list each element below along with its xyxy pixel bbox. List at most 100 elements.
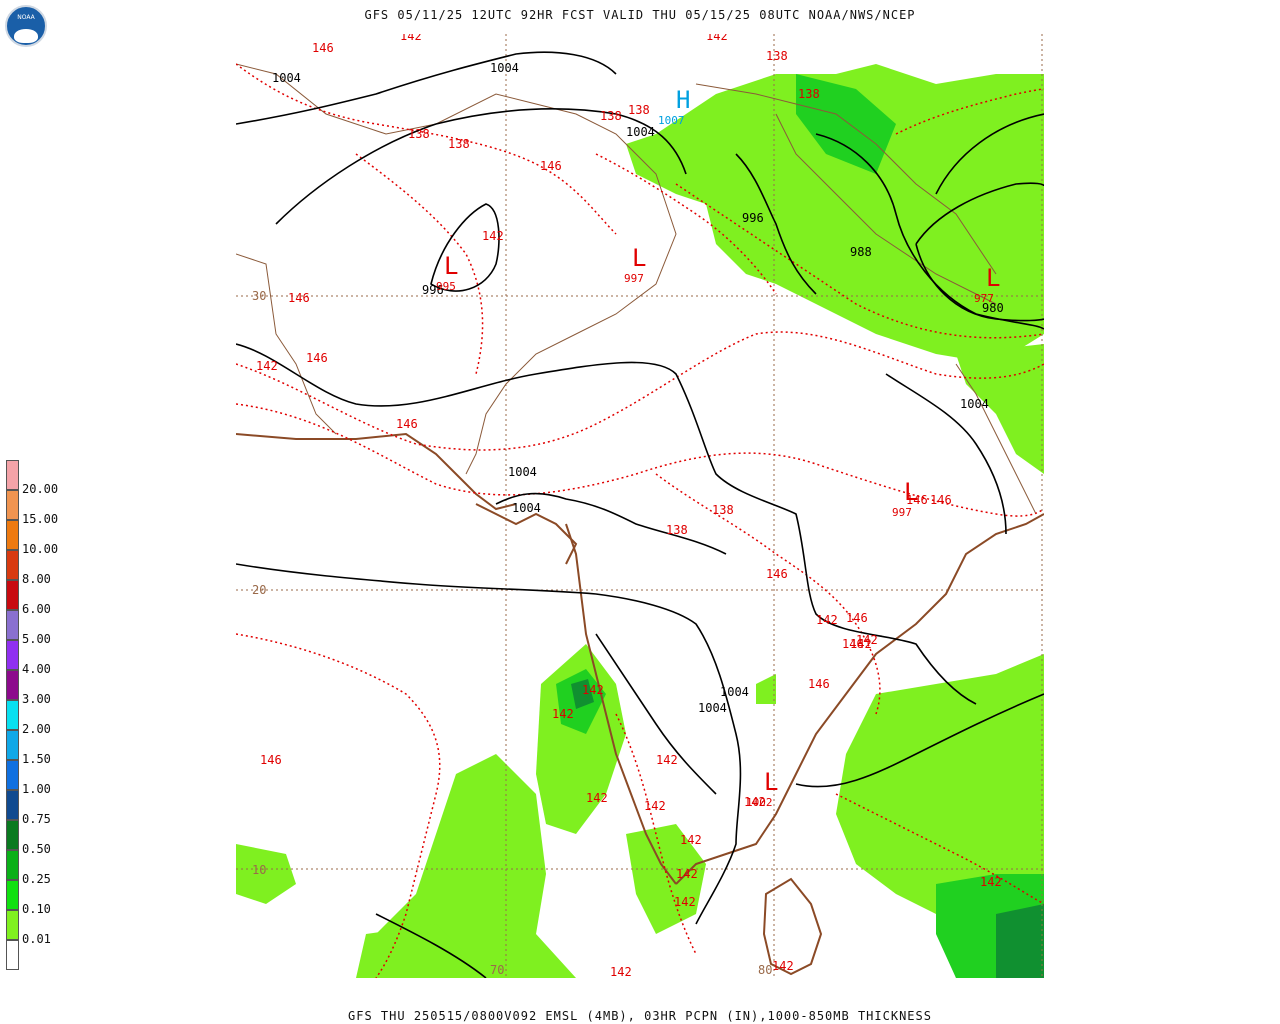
lat-label: 10 — [252, 863, 266, 877]
thickness-contour-142-b — [236, 633, 441, 978]
thickness-contour-142-e — [835, 793, 1044, 905]
pressure-label: 996 — [422, 283, 444, 297]
isobar-1004-east — [935, 113, 1044, 195]
noaa-bird-icon — [14, 29, 38, 43]
legend-swatch — [6, 670, 19, 700]
isobar-1004-lower — [795, 693, 1044, 788]
legend-swatch — [6, 550, 19, 580]
legend-row: 0.50 — [6, 820, 66, 856]
isobar-1004-b — [236, 343, 977, 705]
legend-swatch — [6, 520, 19, 550]
thickness-label: 142 — [552, 707, 574, 721]
legend-row: 0.25 — [6, 850, 66, 886]
legend-swatch — [6, 730, 19, 760]
legend-row: 10.00 — [6, 520, 66, 556]
thickness-label: 142 — [400, 34, 422, 43]
precip-northeast-area — [956, 344, 1044, 474]
low-center-symbol: L — [986, 264, 1000, 292]
isobar-996-hima — [735, 153, 817, 295]
legend-row: 4.00 — [6, 640, 66, 676]
low-center-value: 997 — [624, 272, 644, 285]
legend-row: 5.00 — [6, 610, 66, 646]
thickness-label: 146 — [930, 493, 952, 507]
thickness-label: 138 — [766, 49, 788, 63]
chart-title: GFS 05/11/25 12UTC 92HR FCST VALID THU 0… — [364, 8, 916, 22]
pressure-label: 1004 — [960, 397, 989, 411]
legend-row — [6, 940, 66, 970]
legend-swatch — [6, 880, 19, 910]
thickness-label: 142 — [656, 753, 678, 767]
pressure-label: 1004 — [698, 701, 727, 715]
thickness-label: 138 — [408, 127, 430, 141]
precip-areas — [236, 64, 1044, 978]
coast-pakistan-iran — [236, 432, 517, 511]
lon-label: 70 — [490, 963, 504, 977]
thickness-label: 138 — [798, 87, 820, 101]
thickness-label: 142 — [980, 875, 1002, 889]
legend-label: 8.00 — [22, 572, 51, 586]
thickness-label: 138 — [666, 523, 688, 537]
legend-row: 0.75 — [6, 790, 66, 826]
legend-row: 3.00 — [6, 670, 66, 706]
isobar-1004-e — [595, 633, 717, 795]
thickness-label: 146 — [540, 159, 562, 173]
thickness-contour-142-f — [895, 88, 1044, 135]
coast-srilanka — [762, 877, 823, 976]
isobar-980 — [915, 182, 1044, 322]
thickness-label: 142 — [256, 359, 278, 373]
thickness-contours — [236, 63, 1044, 978]
lat-label: 20 — [252, 583, 266, 597]
country-borders — [236, 63, 1037, 515]
border-tibet — [775, 113, 997, 305]
low-center-symbol: L — [444, 252, 458, 280]
noaa-logo: NOAA — [5, 5, 47, 47]
border-west — [236, 63, 677, 475]
legend-swatch — [6, 700, 19, 730]
pressure-label: 1004 — [512, 501, 541, 515]
legend-swatch — [6, 460, 19, 490]
coast-gujarat — [475, 503, 578, 565]
thickness-label: 142 — [680, 833, 702, 847]
thickness-label: 142 — [586, 791, 608, 805]
thickness-label: 142 — [772, 959, 794, 973]
thickness-label: 146 — [766, 567, 788, 581]
legend-swatch — [6, 490, 19, 520]
precip-southwest-area — [236, 844, 296, 904]
thickness-label: 142 — [582, 683, 604, 697]
thickness-label: 142 — [644, 799, 666, 813]
isobar-996-loop — [430, 203, 500, 292]
coast-east-india — [675, 513, 1044, 885]
legend-label: 0.01 — [22, 932, 51, 946]
legend-label: 10.00 — [22, 542, 59, 556]
precip-dark-bay — [996, 904, 1044, 978]
legend-swatch — [6, 820, 19, 850]
low-center-symbol: L — [904, 478, 918, 506]
thickness-contour-146-a — [236, 331, 1044, 451]
thickness-label: 142 — [706, 34, 728, 43]
thickness-label: 138 — [712, 503, 734, 517]
legend-row: 1.50 — [6, 730, 66, 766]
isobar-988 — [815, 133, 1044, 330]
thickness-label: 142 — [856, 633, 878, 647]
thickness-label: 142 — [676, 867, 698, 881]
pressure-label: 996 — [742, 211, 764, 225]
thickness-label: 142 — [610, 965, 632, 978]
legend-label: 1.50 — [22, 752, 51, 766]
thickness-label: 146 — [808, 677, 830, 691]
thickness-contour-142-a — [236, 403, 1044, 517]
precip-dark-areas — [571, 679, 1044, 978]
border-east — [955, 363, 1037, 515]
thickness-label: 142 — [816, 613, 838, 627]
isobar-1004-a — [275, 107, 687, 225]
legend-label: 4.00 — [22, 662, 51, 676]
thickness-label: 138 — [628, 103, 650, 117]
low-center-value: 995 — [436, 280, 456, 293]
legend-swatch — [6, 610, 19, 640]
thickness-label: 142 — [744, 795, 766, 809]
legend-row: 1.00 — [6, 760, 66, 796]
coastline — [236, 432, 1044, 976]
precip-sw-corner-area — [356, 924, 466, 978]
thickness-contour-142-d — [615, 713, 697, 955]
pressure-label: 1004 — [508, 465, 537, 479]
pressure-label: 1004 — [720, 685, 749, 699]
